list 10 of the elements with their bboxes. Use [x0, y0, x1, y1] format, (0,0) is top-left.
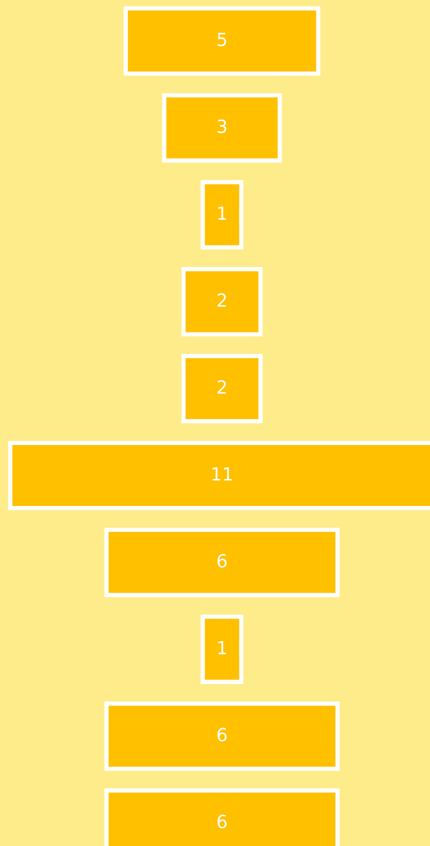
data-label: 2 [218, 380, 226, 394]
data-label: 1 [218, 206, 226, 220]
data-label: 6 [218, 554, 227, 568]
data-label: 5 [218, 32, 226, 46]
data-label: 6 [218, 814, 227, 828]
data-label: 3 [218, 119, 226, 134]
data-label: 6 [218, 728, 227, 742]
data-label: 1 [218, 641, 226, 654]
data-label: 11 [212, 467, 232, 480]
data-label: 2 [218, 293, 226, 307]
